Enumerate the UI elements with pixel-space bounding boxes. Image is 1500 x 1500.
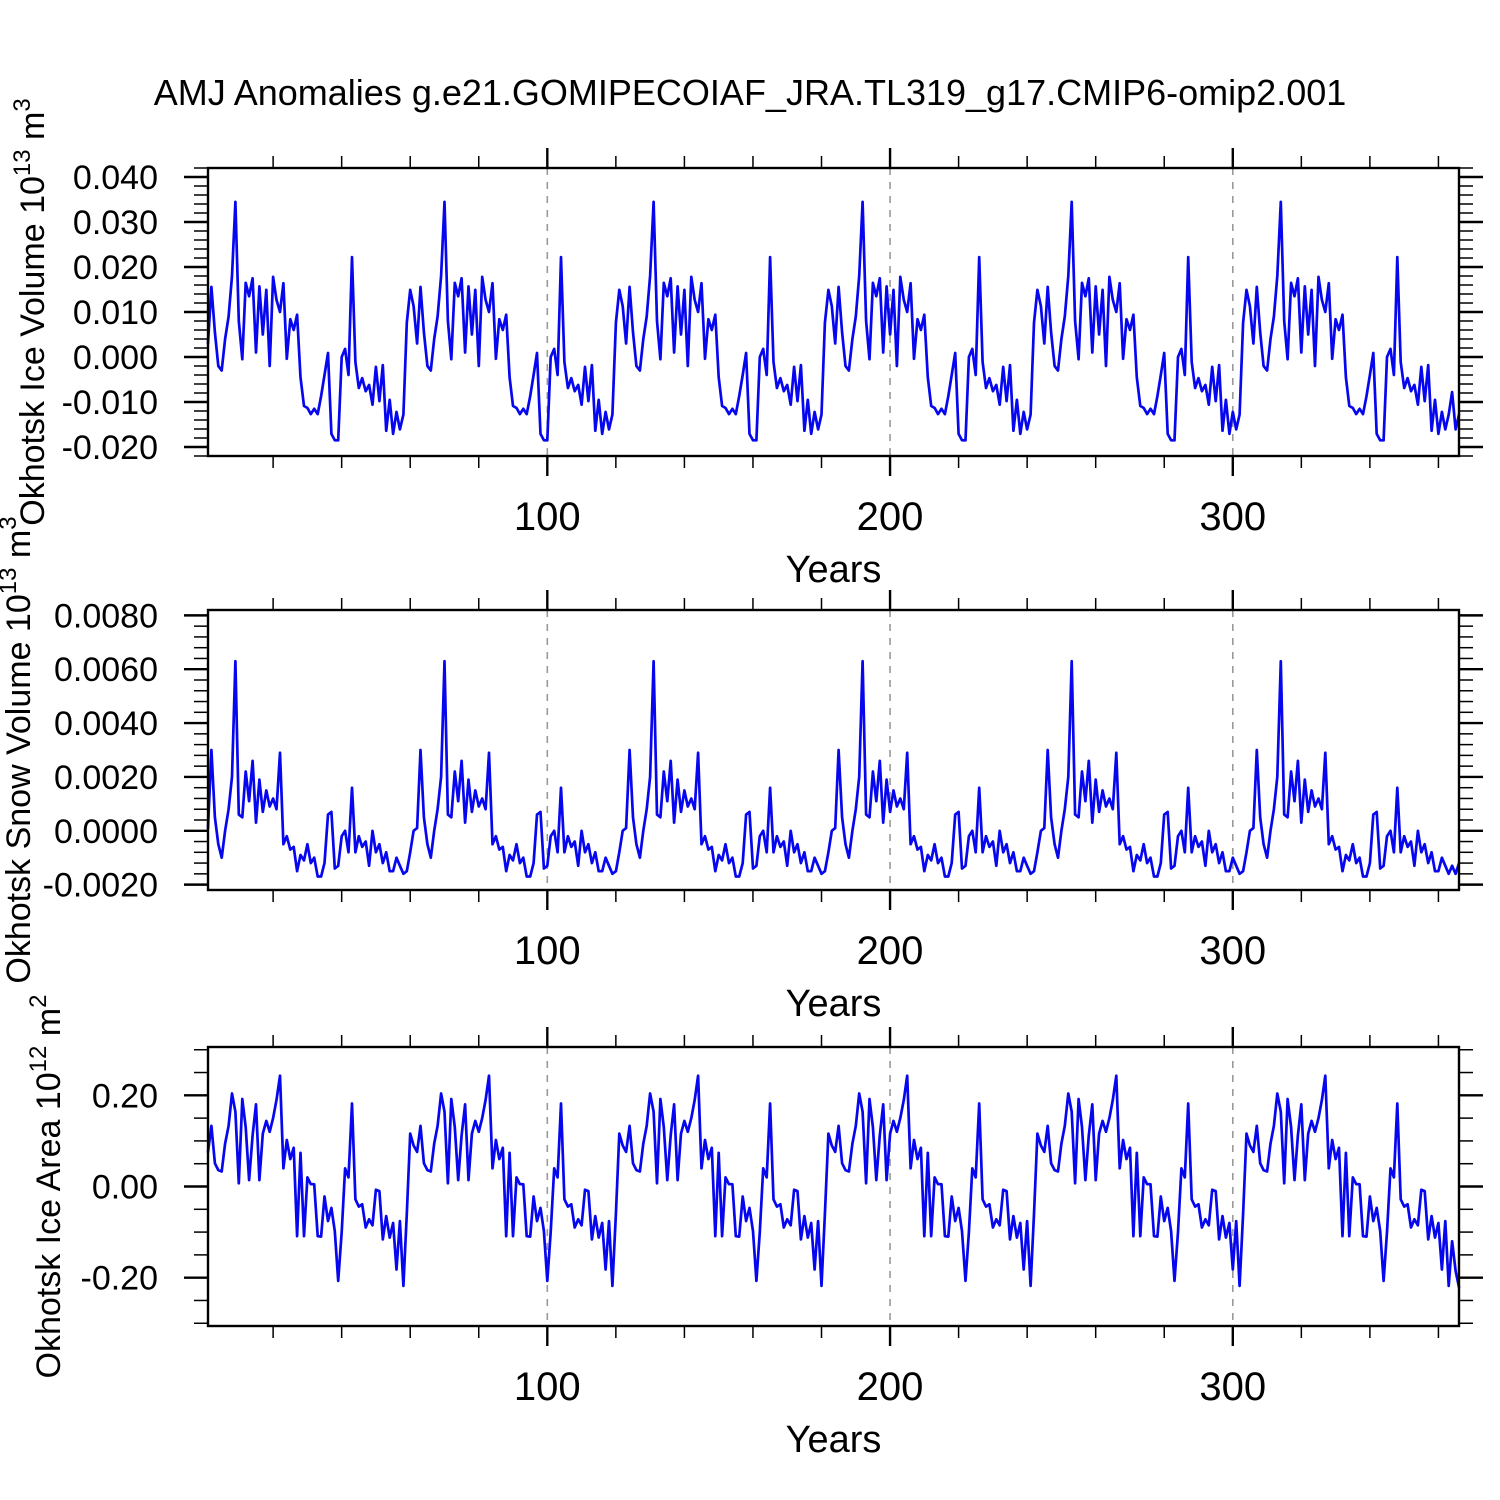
- plot-frame: [206, 608, 1461, 892]
- y-axis-title: Okhotsk Ice Area 1012 m2: [25, 994, 68, 1378]
- y-tick-label: -0.20: [81, 1260, 159, 1298]
- y-tick-label: -0.020: [62, 429, 158, 467]
- x-tick-label: 100: [514, 929, 581, 973]
- y-tick-label: 0.20: [92, 1077, 158, 1115]
- x-axis-title: Years: [786, 549, 882, 591]
- panel-okhotsk-ice-volume: -0.020 -0.010 0.000 0.010 0.020 0.030 0.040 100…: [9, 98, 1483, 591]
- x-tick-label: 300: [1199, 495, 1266, 539]
- y-axis-title: Okhotsk Ice Volume 1013 m3: [9, 98, 52, 525]
- data-line-okhotsk-ice-volume: [206, 200, 1461, 442]
- y-axis-title: Okhotsk Snow Volume 1013 m3: [0, 516, 38, 983]
- x-axis-title: Years: [786, 1419, 882, 1461]
- data-line-okhotsk-snow-volume: [206, 659, 1461, 878]
- y-tick-label: 0.0020: [54, 759, 158, 797]
- x-tick-label: 200: [857, 495, 924, 539]
- data-line-okhotsk-ice-area: [206, 1074, 1461, 1289]
- x-tick-label: 200: [857, 1365, 924, 1409]
- x-tick-label: 300: [1199, 1365, 1266, 1409]
- chart-title: AMJ Anomalies g.e21.GOMIPECOIAF_JRA.TL31…: [153, 72, 1347, 113]
- panel-okhotsk-ice-area: -0.20 0.00 0.20 100 200 300 Years Okhotsk Ice A…: [25, 994, 1483, 1461]
- y-tick-label: 0.040: [73, 159, 158, 197]
- x-tick-label: 100: [514, 1365, 581, 1409]
- y-tick-label: 0.0080: [54, 597, 158, 635]
- y-tick-label: -0.010: [62, 384, 158, 422]
- y-tick-label: 0.030: [73, 204, 158, 242]
- y-tick-label: 0.0000: [54, 813, 158, 851]
- y-tick-label: 0.000: [73, 339, 158, 377]
- y-tick-label: 0.0040: [54, 705, 158, 743]
- x-tick-label: 100: [514, 495, 581, 539]
- plot-frame: [206, 1045, 1461, 1328]
- y-tick-label: 0.010: [73, 294, 158, 332]
- x-tick-label: 200: [857, 929, 924, 973]
- x-tick-label: 300: [1199, 929, 1266, 973]
- y-tick-label: -0.0020: [43, 867, 158, 905]
- y-tick-label: 0.020: [73, 249, 158, 287]
- y-tick-label: 0.0060: [54, 651, 158, 689]
- y-tick-label: 0.00: [92, 1169, 158, 1207]
- x-axis-title: Years: [786, 983, 882, 1025]
- panel-okhotsk-snow-volume: -0.0020 0.0000 0.0020 0.0040 0.0060 0.0080 100…: [0, 516, 1483, 1025]
